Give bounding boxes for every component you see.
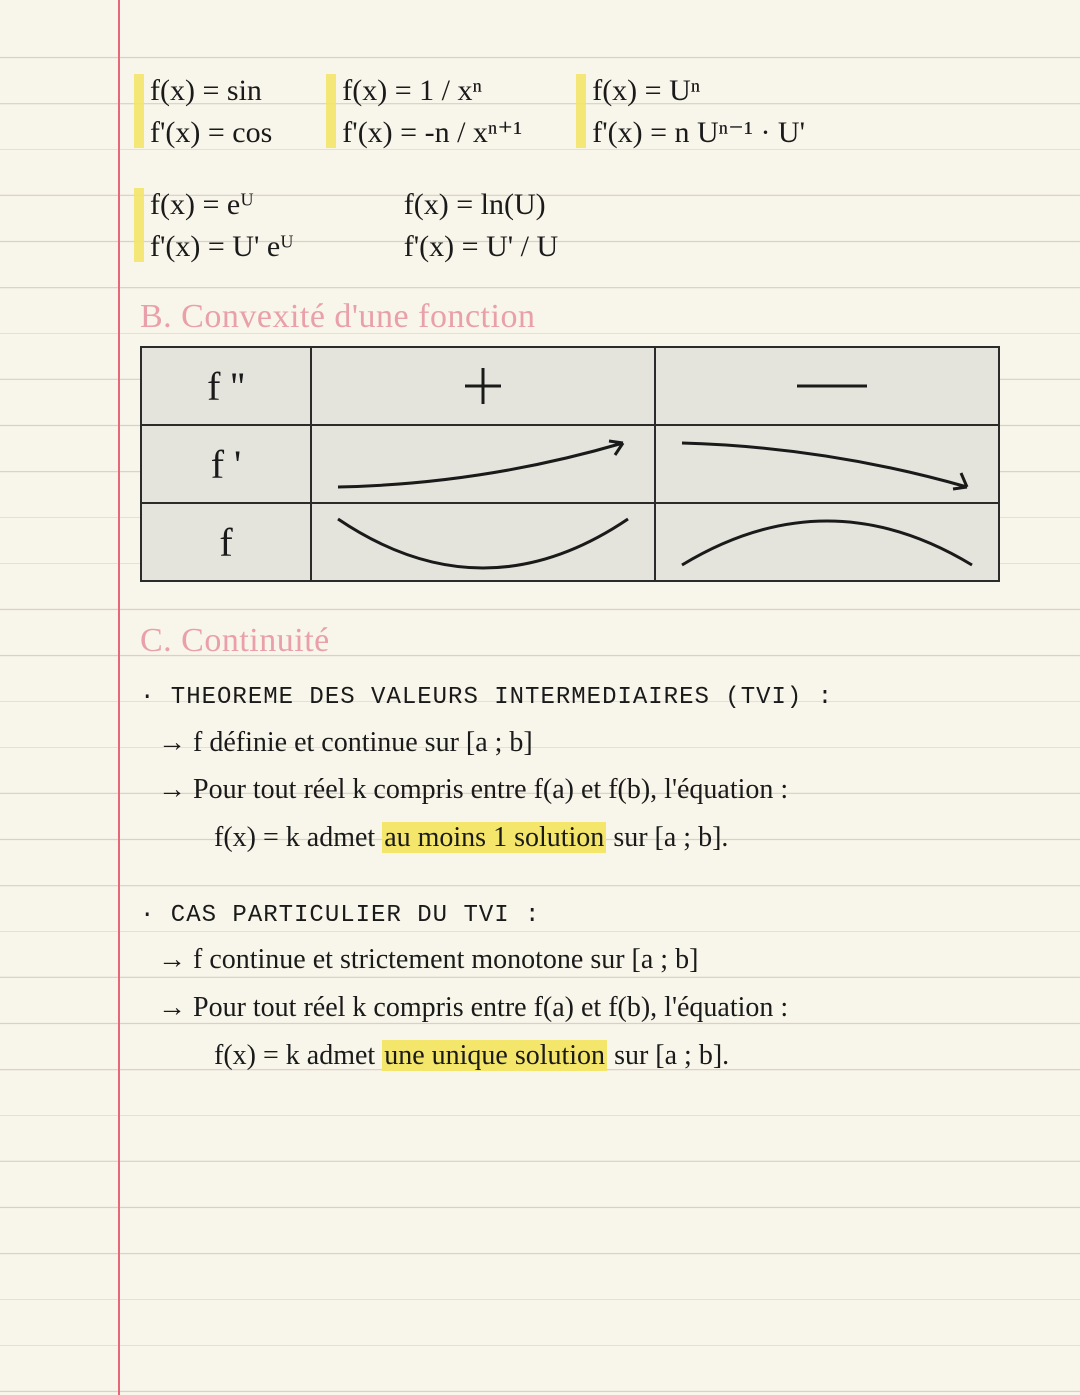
tvi-p-line-3-post: sur [a ; b].	[607, 1040, 729, 1071]
derivatives-row-2: f(x) = eᵁ f'(x) = U' eᵁ f(x) = ln(U) f'(…	[140, 184, 1020, 268]
formula-f: f(x) = Uⁿ	[592, 70, 805, 112]
tvi-line-3-highlight: au moins 1 solution	[382, 822, 606, 853]
highlight-bar	[576, 74, 586, 148]
formula-fp: f'(x) = -n / xⁿ⁺¹	[342, 112, 522, 154]
increasing-arrow-icon	[323, 429, 643, 499]
highlight-bar	[134, 188, 144, 262]
cell-fp-increasing	[311, 425, 655, 503]
formula-f: f(x) = eᵁ	[150, 184, 294, 226]
concave-n-icon	[667, 507, 987, 577]
deriv-ln-u: f(x) = ln(U) f'(x) = U' / U	[394, 184, 558, 268]
tvi-heading: · THEOREME DES VALEURS INTERMEDIAIRES (T…	[140, 678, 1020, 719]
row-label-fp: f '	[141, 425, 311, 503]
deriv-power-inv: f(x) = 1 / xⁿ f'(x) = -n / xⁿ⁺¹	[332, 70, 522, 154]
tvi-p-line-3-highlight: une unique solution	[382, 1040, 607, 1071]
table-row: f	[141, 503, 999, 581]
tvi-line-2: Pour tout réel k compris entre f(a) et f…	[158, 766, 1020, 814]
convexity-table: f '' f '	[140, 346, 1000, 582]
notebook-page: f(x) = sin f'(x) = cos f(x) = 1 / xⁿ f'(…	[0, 0, 1080, 1395]
cell-fp-decreasing	[655, 425, 999, 503]
formula-f: f(x) = ln(U)	[404, 184, 558, 226]
tvi-p-line-2: Pour tout réel k compris entre f(a) et f…	[158, 984, 1020, 1032]
tvi-line-3: f(x) = k admet au moins 1 solution sur […	[214, 814, 1020, 862]
tvi-p-line-3-pre: f(x) = k admet	[214, 1040, 382, 1071]
convex-u-icon	[323, 507, 643, 577]
tvi-p-line-3: f(x) = k admet une unique solution sur […	[214, 1032, 1020, 1080]
tvi-p-line-1: f continue et strictement monotone sur […	[158, 936, 1020, 984]
formula-f: f(x) = 1 / xⁿ	[342, 70, 522, 112]
page-content: f(x) = sin f'(x) = cos f(x) = 1 / xⁿ f'(…	[140, 70, 1020, 1079]
tvi-line-1: f définie et continue sur [a ; b]	[158, 719, 1020, 767]
deriv-u-power: f(x) = Uⁿ f'(x) = n Uⁿ⁻¹ · U'	[582, 70, 805, 154]
section-c-title: C. Continuité	[140, 622, 1020, 660]
derivatives-row-1: f(x) = sin f'(x) = cos f(x) = 1 / xⁿ f'(…	[140, 70, 1020, 154]
formula-fp: f'(x) = U' / U	[404, 226, 558, 268]
deriv-sin: f(x) = sin f'(x) = cos	[140, 70, 272, 154]
table-row: f ''	[141, 347, 999, 425]
cell-fpp-minus	[655, 347, 999, 425]
highlight-bar	[134, 74, 144, 148]
minus-sign-icon	[677, 356, 977, 416]
plus-sign-icon	[333, 356, 633, 416]
tvi-block: · THEOREME DES VALEURS INTERMEDIAIRES (T…	[140, 678, 1020, 1079]
highlight-bar	[326, 74, 336, 148]
cell-f-convex	[311, 503, 655, 581]
margin-line	[118, 0, 120, 1395]
formula-fp: f'(x) = U' eᵁ	[150, 226, 294, 268]
tvi-line-3-post: sur [a ; b].	[606, 822, 728, 853]
row-label-f: f	[141, 503, 311, 581]
formula-f: f(x) = sin	[150, 70, 272, 112]
cell-fpp-plus	[311, 347, 655, 425]
row-label-fpp: f ''	[141, 347, 311, 425]
formula-fp: f'(x) = cos	[150, 112, 272, 154]
tvi-line-3-pre: f(x) = k admet	[214, 822, 382, 853]
cell-f-concave	[655, 503, 999, 581]
formula-fp: f'(x) = n Uⁿ⁻¹ · U'	[592, 112, 805, 154]
section-b-title: B. Convexité d'une fonction	[140, 298, 1020, 336]
tvi-particular-heading: · CAS PARTICULIER DU TVI :	[140, 896, 1020, 937]
deriv-exp-u: f(x) = eᵁ f'(x) = U' eᵁ	[140, 184, 294, 268]
table-row: f '	[141, 425, 999, 503]
decreasing-arrow-icon	[667, 429, 987, 499]
